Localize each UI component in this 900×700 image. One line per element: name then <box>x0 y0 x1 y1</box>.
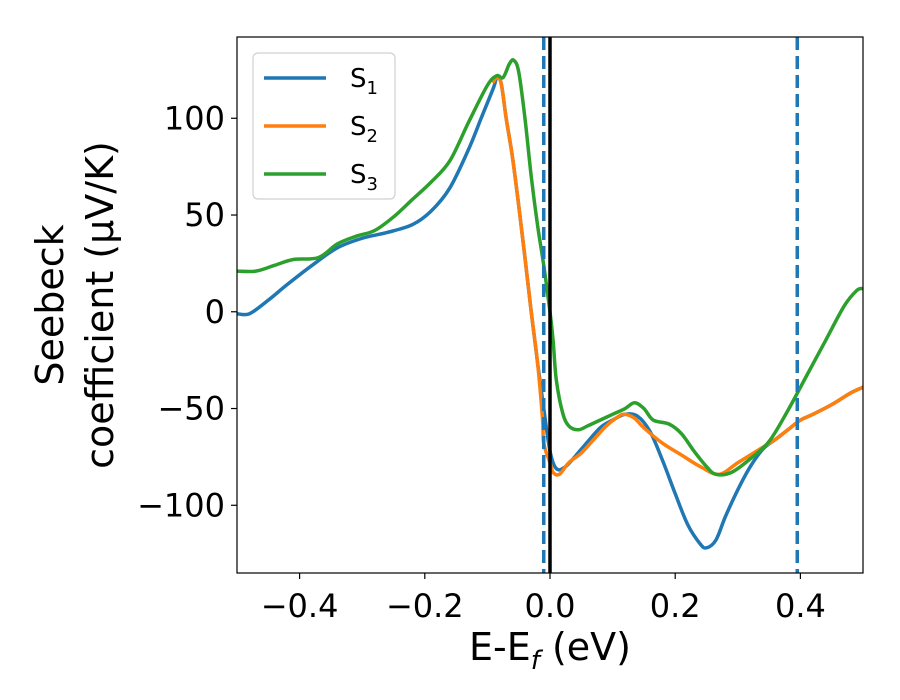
x-axis-title: E-Ef (eV) <box>469 625 631 676</box>
axes: −0.4 −0.2 0.0 0.2 0.4 100 50 0 −50 −100 <box>137 36 864 625</box>
y-tick-label: −50 <box>157 390 225 428</box>
legend-label-s1: S1 <box>350 64 378 99</box>
x-tick-label: 0.0 <box>525 587 576 625</box>
y-axis-title-line2: coefficient (μV/K) <box>78 141 122 469</box>
y-tick-label: 100 <box>164 99 225 137</box>
y-tick-label: −100 <box>137 486 225 524</box>
series-line-s1 <box>237 75 863 550</box>
series-line-s2 <box>491 75 863 477</box>
axis-labels: E-Ef (eV) Seebeck coefficient (μV/K) <box>28 141 631 676</box>
y-axis-title-line1: Seebeck <box>28 224 72 385</box>
x-tick-label: −0.2 <box>386 587 464 625</box>
legend-label-s2: S2 <box>350 112 378 147</box>
series-line-s3 <box>237 58 863 477</box>
plot-area <box>237 37 863 573</box>
y-tick-label: 0 <box>205 293 225 331</box>
legend-label-s3: S3 <box>350 160 378 195</box>
y-tick-label: 50 <box>184 196 225 234</box>
legend: S1 S2 S3 <box>252 52 396 200</box>
x-tick-label: 0.4 <box>775 587 826 625</box>
x-tick-label: −0.4 <box>261 587 339 625</box>
x-tick-label: 0.2 <box>650 587 701 625</box>
